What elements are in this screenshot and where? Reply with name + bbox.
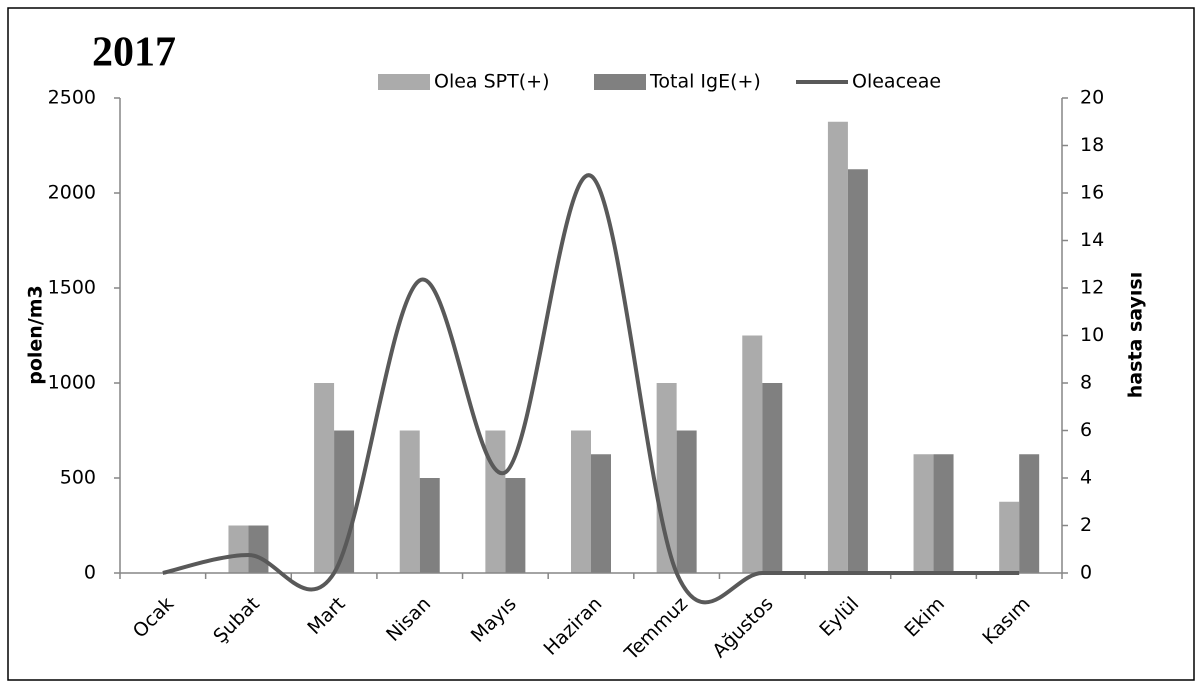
legend-label: Total IgE(+) [649,71,761,93]
y2-tick-label: 16 [1080,182,1104,204]
bar [228,525,249,573]
bar [913,454,934,573]
y2-tick-label: 20 [1080,87,1104,109]
y-tick-label: 1500 [48,277,96,299]
bar [999,501,1020,573]
bar [676,430,697,573]
bar [762,383,783,573]
legend-label: Olea SPT(+) [434,71,549,93]
y2-tick-label: 18 [1080,134,1104,156]
y-tick-label: 2000 [48,182,96,204]
legend-swatch [594,74,646,90]
legend-swatch [378,74,430,90]
bar [399,430,420,573]
y2-tick-label: 6 [1080,419,1092,441]
y-tick-label: 1000 [48,372,96,394]
chart-title: 2017 [92,30,176,76]
y2-tick-label: 4 [1080,467,1092,489]
bar [419,478,440,573]
y2-axis-title: hasta sayısı [1125,272,1147,398]
bar [314,383,335,573]
chart-frame [7,7,1195,681]
y2-tick-label: 12 [1080,277,1104,299]
bar [847,169,868,573]
bar [591,454,611,573]
y2-tick-label: 0 [1080,562,1092,584]
y2-tick-label: 14 [1080,229,1104,251]
y2-tick-label: 8 [1080,372,1092,394]
bar [1019,454,1040,573]
line [162,173,1020,605]
bar [571,430,591,573]
y-tick-label: 2500 [48,87,96,109]
y2-tick-label: 10 [1080,324,1104,346]
bar [485,430,506,573]
bar [505,478,526,573]
bar [248,525,269,573]
y-tick-label: 500 [60,467,96,489]
bar [742,335,763,573]
bar [933,454,954,573]
y2-tick-label: 2 [1080,514,1092,536]
y-tick-label: 0 [84,562,96,584]
bar [827,121,848,573]
legend-label: Oleaceae [852,71,941,93]
y-axis-title: polen/m3 [25,285,47,385]
